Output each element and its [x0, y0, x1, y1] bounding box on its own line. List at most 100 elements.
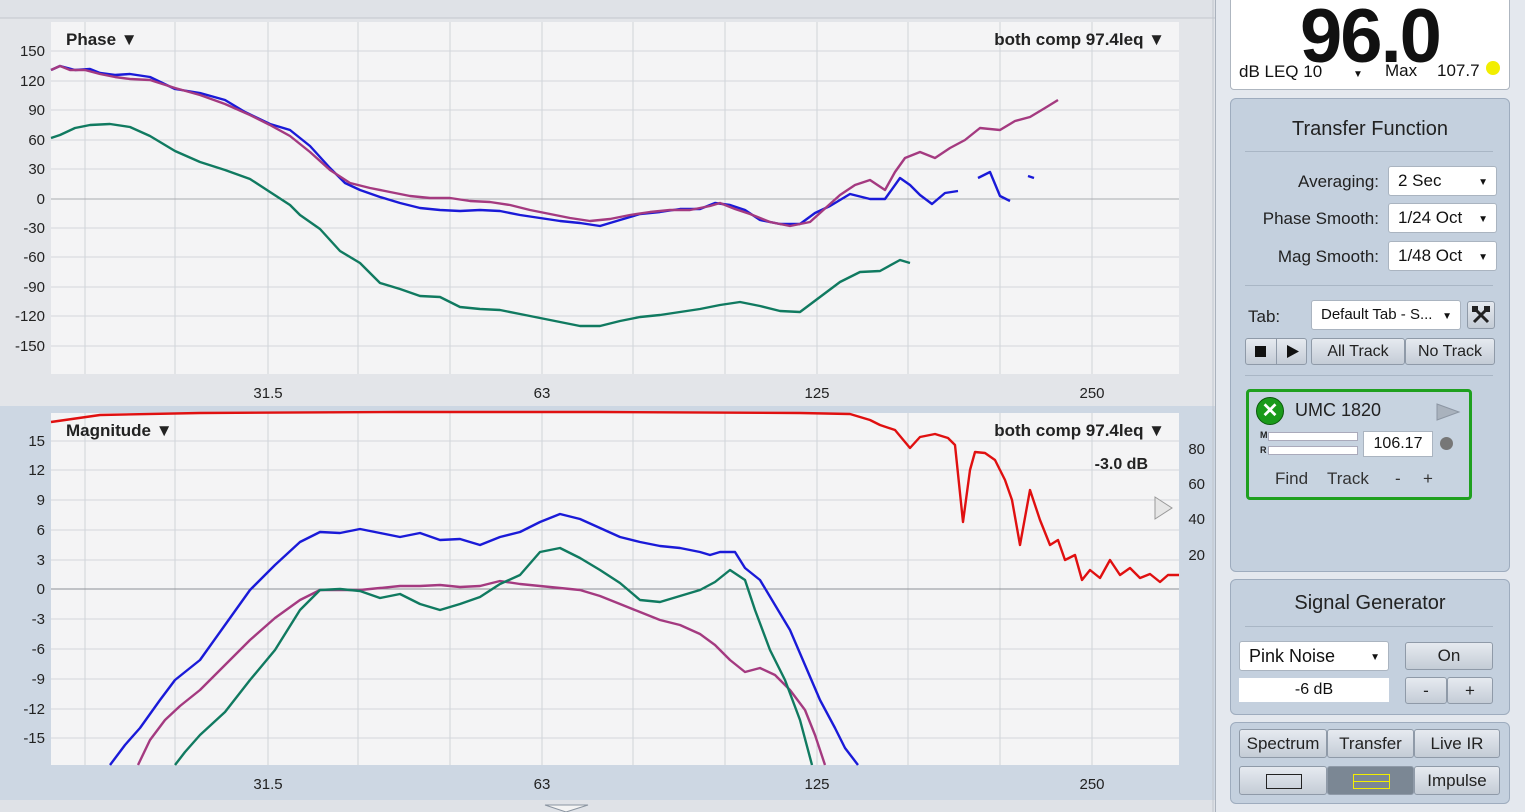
delay-field[interactable]: 106.17	[1363, 431, 1433, 457]
measurement-device-card[interactable]: ✕ UMC 1820 M R 106.17 Find Track - +	[1246, 389, 1472, 500]
device-name: UMC 1820	[1295, 400, 1382, 420]
find-button[interactable]: Find	[1275, 469, 1309, 488]
phase-trace-blue-segment	[977, 170, 1011, 203]
magnitude-x-tick: 125	[804, 776, 829, 793]
divider	[1245, 375, 1493, 376]
magnitude-y-tick: -12	[23, 701, 45, 718]
single-pane-icon	[1266, 774, 1302, 789]
transfer-button[interactable]: Transfer	[1327, 729, 1414, 758]
control-panel: 96.0 dB LEQ 10 ▼ Max 107.7 Transfer Func…	[1215, 0, 1525, 812]
phase-trace-label[interactable]: both comp 97.4leq ▼	[994, 30, 1165, 49]
phase-smooth-value: 1/24 Oct	[1398, 208, 1463, 227]
spl-max-label: Max	[1385, 61, 1418, 80]
mag-smooth-value: 1/48 Oct	[1398, 246, 1463, 265]
device-plus-button[interactable]: +	[1423, 469, 1433, 488]
magnitude-title[interactable]: Magnitude ▼	[66, 421, 173, 440]
marker-readout: -3.0 dB	[1095, 456, 1148, 473]
tools-button[interactable]	[1467, 301, 1495, 329]
device-minus-button[interactable]: -	[1395, 469, 1401, 488]
chevron-down-icon: ▼	[1478, 214, 1488, 225]
chevron-down-icon[interactable]: ▼	[1353, 69, 1363, 80]
magnitude-y-tick: 6	[37, 522, 45, 539]
phase-y-tick: -120	[15, 308, 45, 325]
single-plot-layout-button[interactable]	[1239, 766, 1327, 795]
generator-on-button[interactable]: On	[1405, 642, 1493, 670]
phase-y-tick: 90	[28, 102, 45, 119]
tab-value: Default Tab - S...	[1321, 306, 1433, 323]
chevron-down-icon: ▼	[1442, 311, 1452, 322]
magnitude-y-tick: -6	[32, 641, 45, 658]
spl-value: 96.0	[1300, 0, 1442, 79]
plots-area[interactable]: 150 120 90 60 30 0 -30 -60 -90 -120 -150 15 12 9 6 3 0 -3…	[0, 0, 1215, 812]
coherence-tick: 80	[1188, 441, 1205, 458]
magnitude-y-tick: 3	[37, 552, 45, 569]
no-track-button[interactable]: No Track	[1405, 338, 1495, 365]
marker-arrow-icon[interactable]	[1154, 496, 1173, 520]
magnitude-y-tick: -15	[23, 730, 45, 747]
coherence-tick: 60	[1188, 476, 1205, 493]
level-minus-button[interactable]: -	[1405, 677, 1447, 704]
transfer-function-panel: Transfer Function Averaging: 2 Sec ▼ Phas…	[1230, 98, 1510, 572]
chevron-down-icon: ▼	[1370, 652, 1380, 663]
tools-icon	[1472, 306, 1490, 324]
phase-title[interactable]: Phase ▼	[66, 30, 138, 49]
track-button[interactable]: Track	[1327, 469, 1369, 488]
averaging-select[interactable]: 2 Sec ▼	[1388, 166, 1497, 196]
plots-svg[interactable]: 1501209060300-30-60-90-120-15015129630-3…	[0, 0, 1215, 812]
level-meter-m	[1268, 432, 1358, 441]
averaging-value: 2 Sec	[1398, 171, 1442, 190]
impulse-button[interactable]: Impulse	[1414, 766, 1500, 795]
dual-pane-icon	[1353, 774, 1390, 789]
transfer-function-title: Transfer Function	[1292, 118, 1448, 140]
generator-level-field[interactable]: -6 dB	[1239, 678, 1389, 702]
bottom-expand-arrow-icon[interactable]	[544, 804, 589, 812]
mag-smooth-select[interactable]: 1/48 Oct ▼	[1388, 241, 1497, 271]
all-track-button[interactable]: All Track	[1311, 338, 1405, 365]
phase-smooth-select[interactable]: 1/24 Oct ▼	[1388, 203, 1497, 233]
magnitude-y-tick: 9	[37, 492, 45, 509]
meter-r-label: R	[1260, 445, 1267, 455]
play-icon[interactable]	[1435, 402, 1463, 422]
live-ir-button[interactable]: Live IR	[1414, 729, 1500, 758]
signal-source-value: Pink Noise	[1249, 646, 1336, 666]
play-button[interactable]	[1277, 339, 1307, 364]
close-icon[interactable]: ✕	[1256, 397, 1284, 425]
magnitude-trace-blue	[109, 512, 859, 766]
phase-x-tick: 63	[534, 385, 551, 402]
spl-unit-label[interactable]: dB LEQ 10	[1239, 62, 1323, 81]
spectrum-button[interactable]: Spectrum	[1239, 729, 1327, 758]
magnitude-x-tick: 250	[1079, 776, 1104, 793]
mag-smooth-label: Mag Smooth:	[1277, 247, 1379, 266]
level-meter-r	[1268, 446, 1358, 455]
dual-plot-layout-button[interactable]	[1327, 766, 1414, 795]
magnitude-y-tick: 15	[28, 433, 45, 450]
magnitude-trace-purple	[136, 579, 827, 766]
phase-y-tick: 150	[20, 43, 45, 60]
view-mode-panel: Spectrum Transfer Live IR Impulse	[1230, 722, 1510, 804]
spl-meter[interactable]: 96.0 dB LEQ 10 ▼ Max 107.7	[1230, 0, 1510, 90]
signal-generator-panel: Signal Generator Pink Noise ▼ On -6 dB - …	[1230, 579, 1510, 715]
phase-smooth-label: Phase Smooth:	[1262, 209, 1379, 228]
status-indicator-icon	[1486, 61, 1500, 75]
phase-trace-green	[50, 122, 911, 328]
stop-button[interactable]	[1246, 339, 1277, 364]
averaging-label: Averaging:	[1298, 172, 1379, 191]
signal-source-select[interactable]: Pink Noise ▼	[1239, 641, 1389, 671]
stop-icon	[1255, 346, 1266, 357]
phase-trace-purple	[50, 64, 1059, 228]
magnitude-trace-green	[174, 546, 814, 766]
signal-generator-title: Signal Generator	[1294, 592, 1446, 614]
phase-y-tick: -150	[15, 338, 45, 355]
chevron-down-icon: ▼	[1478, 252, 1488, 263]
magnitude-trace-label[interactable]: both comp 97.4leq ▼	[994, 421, 1165, 440]
tab-select[interactable]: Default Tab - S... ▼	[1311, 300, 1461, 330]
phase-y-tick: -30	[23, 220, 45, 237]
phase-x-tick: 125	[804, 385, 829, 402]
level-plus-button[interactable]: +	[1447, 677, 1493, 704]
magnitude-x-tick: 63	[534, 776, 551, 793]
phase-y-tick: -60	[23, 249, 45, 266]
phase-y-tick: 0	[37, 191, 45, 208]
divider	[1245, 151, 1493, 152]
tab-label: Tab:	[1248, 307, 1281, 326]
play-icon	[1287, 345, 1299, 358]
